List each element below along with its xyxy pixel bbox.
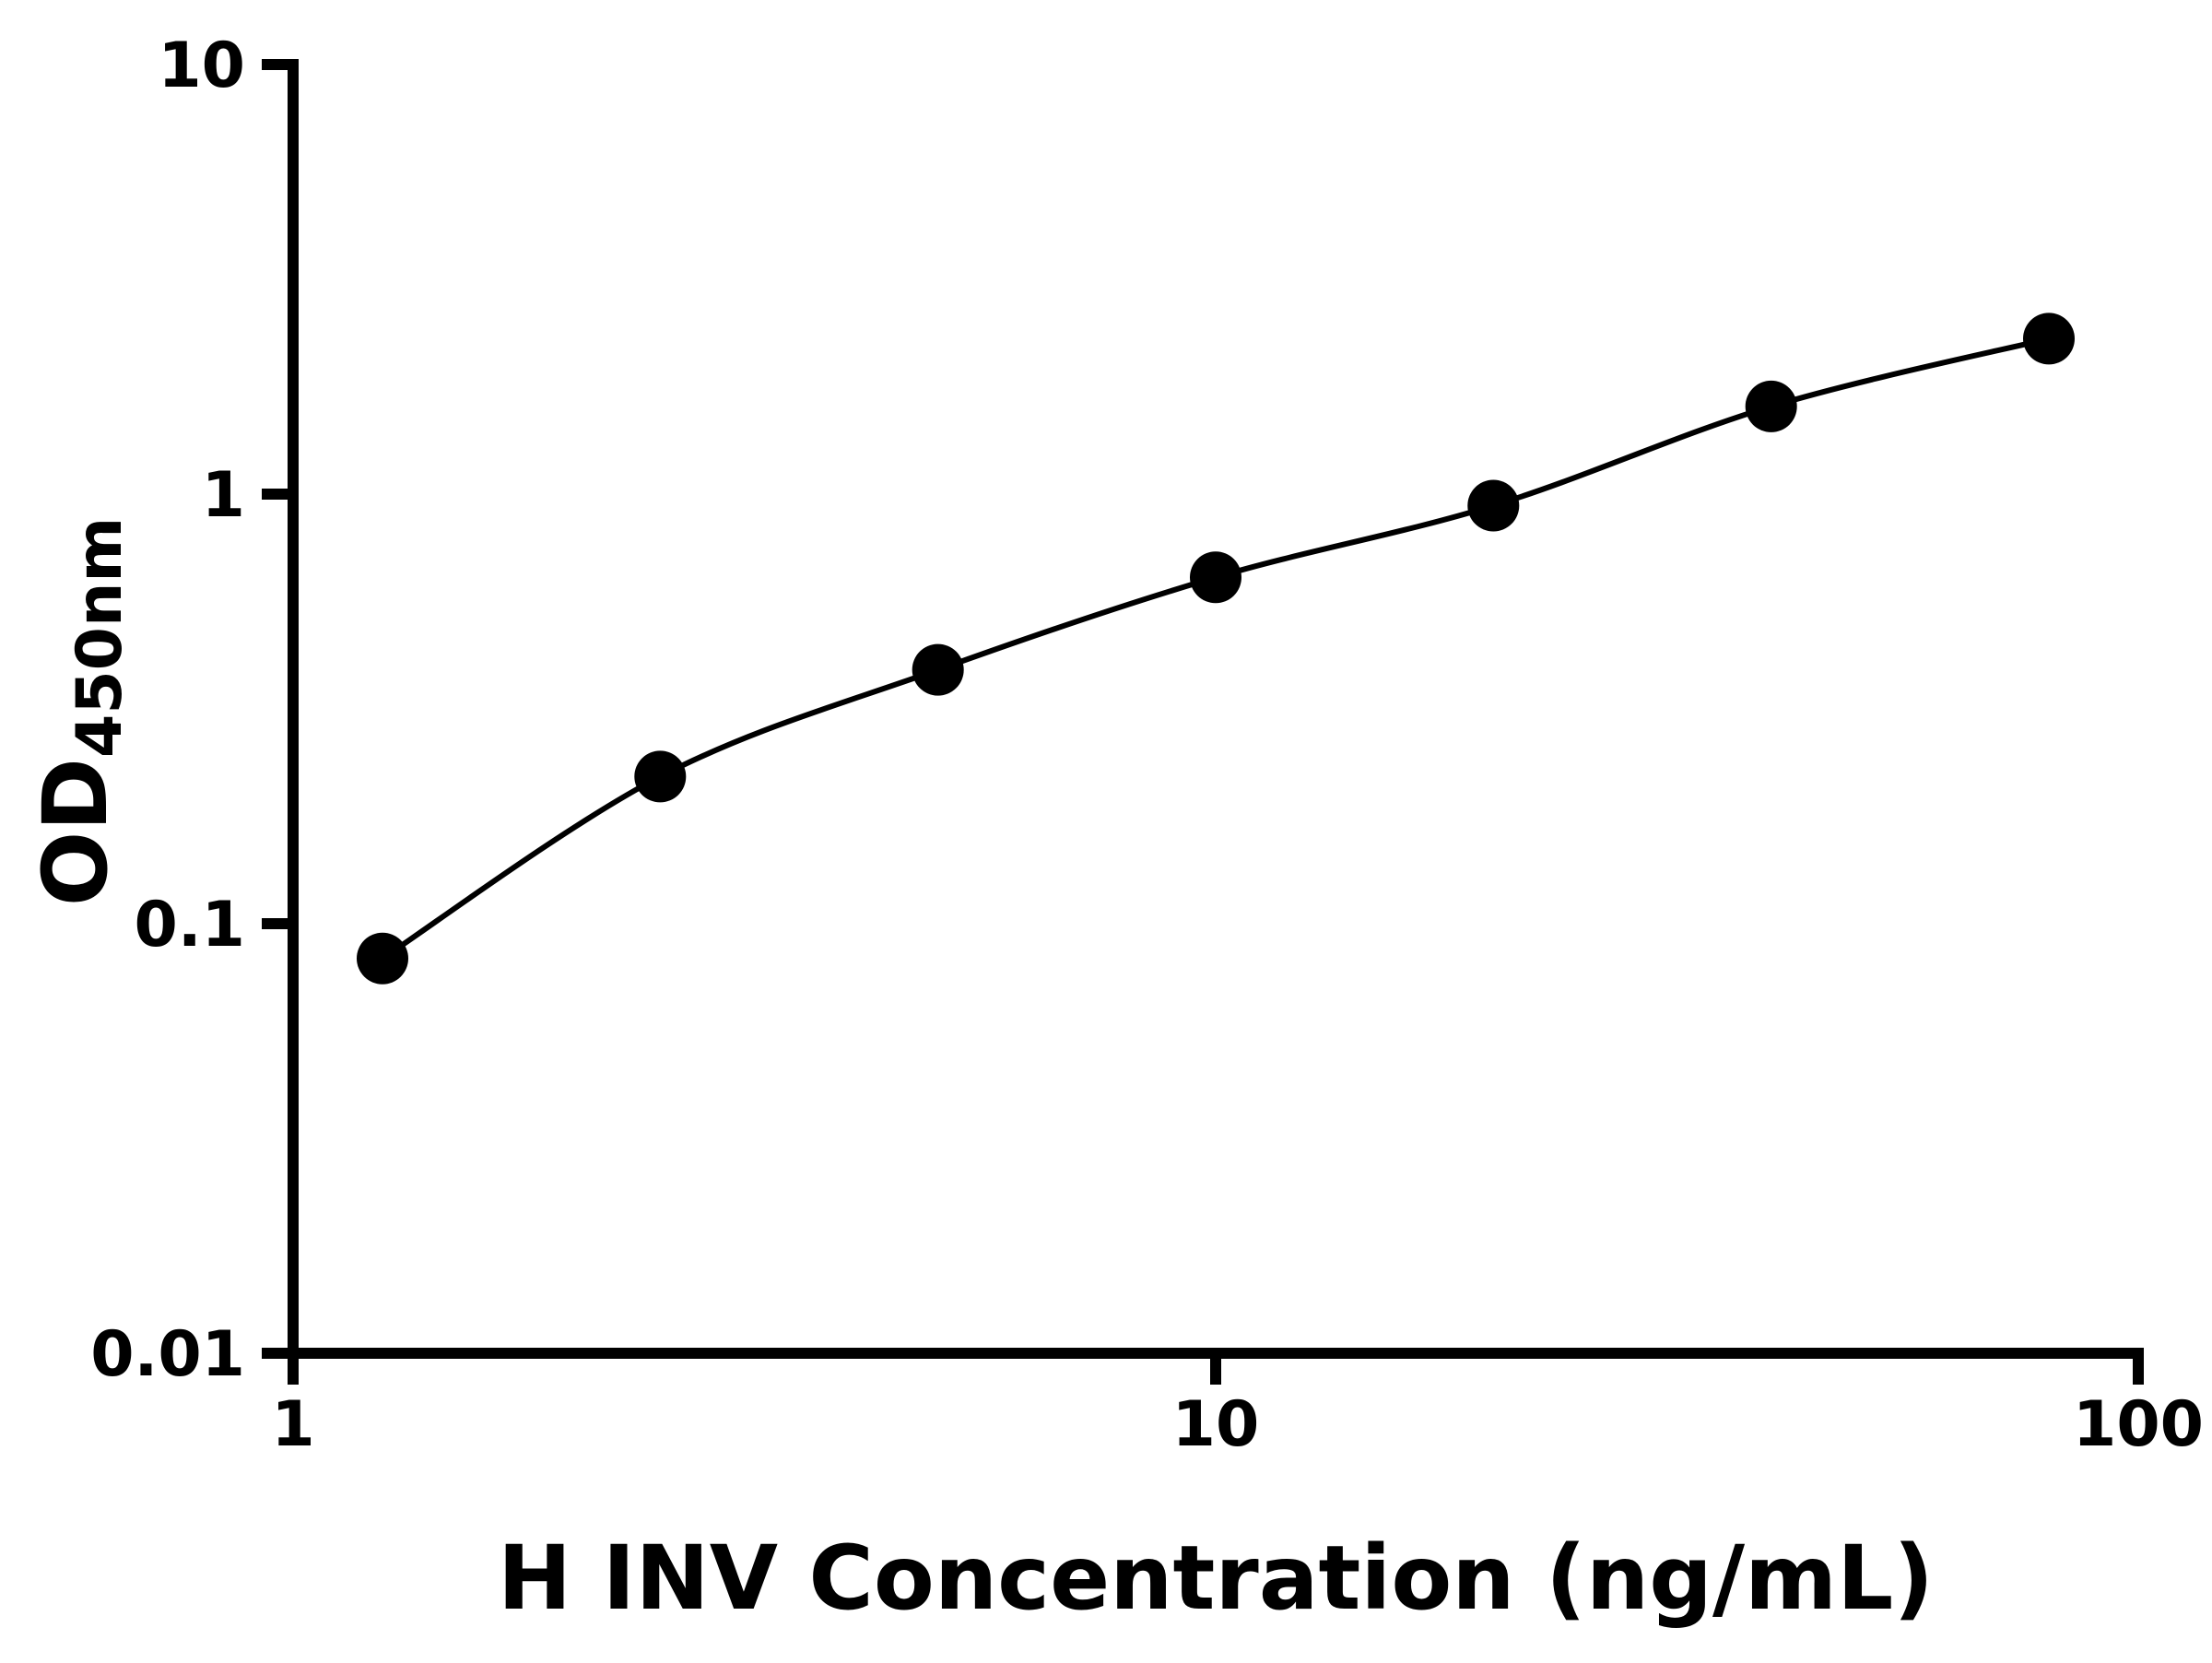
axis-ticks — [262, 59, 2144, 1385]
y-tick-label: 0.1 — [135, 889, 245, 961]
data-point — [1190, 551, 1241, 604]
y-tick-label: 10 — [158, 29, 245, 102]
data-point — [357, 932, 408, 985]
data-series — [357, 313, 2075, 985]
data-point — [634, 750, 687, 803]
x-axis-label: H INV Concentration (ng/mL) — [498, 1527, 1934, 1630]
y-axis-label: OD450nm — [24, 517, 136, 907]
y-tick-label: 1 — [202, 459, 245, 532]
axes-spines — [288, 59, 2144, 1359]
y-axis-label-subscript: 450nm — [64, 517, 136, 758]
x-tick-label: 1 — [271, 1388, 314, 1461]
x-tick-label: 100 — [2073, 1388, 2204, 1461]
data-point — [912, 643, 964, 696]
y-tick-label: 0.01 — [90, 1318, 245, 1391]
data-point — [1467, 479, 1520, 532]
fit-curve — [381, 336, 2050, 961]
x-tick-label: 10 — [1172, 1388, 1260, 1461]
axis-tick-labels: 1 10 100 10 1 0.1 0.01 — [90, 29, 2204, 1461]
data-point — [1745, 380, 1797, 432]
data-point — [2023, 313, 2075, 365]
y-axis-label-main: OD — [24, 758, 127, 906]
